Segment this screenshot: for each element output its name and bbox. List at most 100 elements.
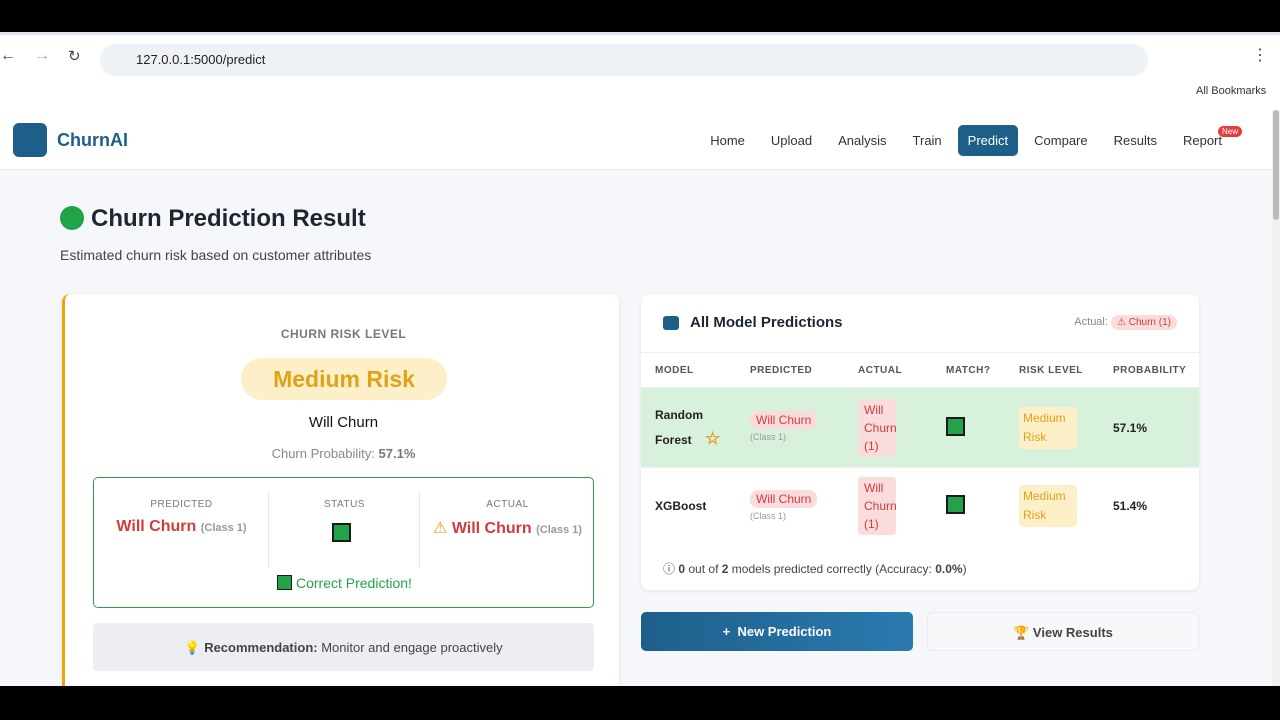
actual-class: (Class 1) <box>536 524 582 536</box>
view-results-label: View Results <box>1032 625 1113 640</box>
model-cell: XGBoost <box>641 468 736 545</box>
outcome: Will Churn <box>308 414 379 431</box>
match-cell <box>932 468 1005 545</box>
predicted-class: (Class 1) <box>750 432 787 442</box>
model-row: Random Forest ☆ Will Churn (Class 1) Will Ch… <box>641 387 1199 468</box>
nav-items: Home Upload Analysis Train Predict Compare Res… <box>700 125 1242 156</box>
page-title: Churn Prediction Result <box>91 205 366 232</box>
risk-pill: Medium Risk <box>1019 406 1077 449</box>
probability: Churn Probability: 57.1% <box>65 446 622 461</box>
model-name: XGBoost <box>655 498 707 513</box>
risk-pill: Medium Risk <box>1019 485 1077 528</box>
recommendation-label: Recommendation: <box>204 640 318 655</box>
column-header: RISK LEVEL <box>1019 364 1083 376</box>
best-star: ☆ <box>705 428 721 448</box>
browser-chrome: ← → ↻ 127.0.0.1:5000/predict ⋮ All Bookm… <box>0 32 1280 110</box>
comparison-box: PREDICTED Will Churn (Class 1) STATUS AC… <box>93 477 594 608</box>
nav-badge: New <box>1217 126 1242 137</box>
predicted-pill: Will Churn <box>750 489 818 508</box>
menu[interactable]: ⋮ <box>1252 47 1268 64</box>
actual-cell: Will Churn (1) <box>844 468 932 545</box>
column-header: MODEL <box>655 364 694 376</box>
new-prediction-label: New Prediction <box>737 624 832 639</box>
brand[interactable]: ChurnAI <box>57 130 128 150</box>
risk-cell: Medium Risk <box>1005 388 1099 468</box>
new-prediction-button[interactable]: + New Prediction <box>641 612 913 651</box>
risk-badge: Medium Risk <box>241 358 447 400</box>
nav-item-wrap: Report New <box>1173 125 1242 156</box>
actual-tag-text: Churn (1) <box>1128 317 1171 328</box>
address-bar[interactable]: 127.0.0.1:5000/predict <box>100 44 1148 76</box>
summary-total: 2 <box>721 562 729 576</box>
bookmarks[interactable]: All Bookmarks <box>1196 85 1267 97</box>
actual-tag: Actual: ⚠ Churn (1) <box>1074 315 1177 330</box>
column-header: PROBABILITY <box>1113 364 1187 376</box>
actual-tag-value: ⚠ Churn (1) <box>1111 315 1177 330</box>
logo <box>13 123 47 157</box>
probability-cell: 57.1% <box>1113 420 1148 435</box>
actual-value: Will Churn <box>451 520 532 537</box>
page: ChurnAI Home Upload Analysis Train Predict Co… <box>0 110 1280 686</box>
predicted: Will Churn (Class 1) <box>94 518 269 536</box>
model-name: Random Forest <box>655 407 703 447</box>
navbar: ChurnAI Home Upload Analysis Train Predict Co… <box>0 110 1272 170</box>
nav-item[interactable]: Report <box>1182 133 1222 148</box>
view-results-button[interactable]: 🏆 View Results <box>927 612 1199 651</box>
predicted-class: (Class 1) <box>750 510 787 521</box>
recommendation-text: Monitor and engage proactively <box>321 640 503 655</box>
summary-correct: 0 <box>678 562 686 576</box>
success-icon <box>60 206 84 230</box>
nav-item[interactable]: Compare <box>1034 133 1088 148</box>
page-subtitle: Estimated churn risk based on customer a… <box>60 247 372 263</box>
scrollbar <box>1272 110 1280 686</box>
models-title: All Model Predictions <box>690 314 843 331</box>
probability-label: Churn Probability: <box>271 446 375 461</box>
models-table: MODEL PREDICTED ACTUAL MATCH? RISK LEVEL PROB… <box>641 352 1199 545</box>
actual-label: ACTUAL <box>486 499 529 510</box>
actual-pill: Will Churn (1) <box>858 477 897 536</box>
match-check <box>946 416 965 436</box>
back[interactable]: ← <box>0 47 16 64</box>
model-cell: Random Forest ☆ <box>641 388 736 468</box>
verdict-text: Correct Prediction! <box>295 575 412 591</box>
summary: ⓘ 0 out of 2 models predicted correctly … <box>663 562 967 576</box>
summary-text: models predicted correctly (Accuracy: <box>731 562 932 576</box>
probability-value: 57.1% <box>378 446 416 461</box>
actual: ⚠ Will Churn (Class 1) <box>433 520 582 537</box>
actual-cell: Will Churn (1) <box>844 388 932 468</box>
predicted-class: (Class 1) <box>200 522 247 534</box>
predicted-cell: Will Churn (Class 1) <box>736 388 844 468</box>
predicted-pill: Will Churn <box>750 411 818 429</box>
probability-cell: 51.4% <box>1113 499 1148 514</box>
reload[interactable]: ↻ <box>68 48 81 65</box>
predicted-cell: Will Churn (Class 1) <box>736 468 844 545</box>
column-header: PREDICTED <box>750 364 813 376</box>
nav-item[interactable]: Upload <box>770 133 813 148</box>
models-card: All Model Predictions Actual: ⚠ Churn (1… <box>641 294 1199 590</box>
nav-item[interactable]: Analysis <box>838 133 887 148</box>
summary-accuracy: 0.0% <box>935 562 963 576</box>
actual-tag-label: Actual: <box>1074 316 1108 328</box>
nav-item[interactable]: Home <box>710 133 745 148</box>
nav-item[interactable]: Results <box>1113 133 1157 148</box>
risk-cell: Medium Risk <box>1005 468 1099 545</box>
model-row: XGBoost Will Churn (Class 1) Will Churn (1)… <box>641 467 1199 545</box>
match-cell <box>932 388 1005 468</box>
predicted-value: Will Churn <box>116 518 197 535</box>
match-check <box>946 495 965 515</box>
status-check <box>332 523 351 542</box>
column-header: MATCH? <box>946 364 991 376</box>
nav-item[interactable]: Predict <box>957 125 1019 156</box>
column-header: ACTUAL <box>858 364 903 376</box>
recommendation: 💡 Recommendation: Monitor and engage pro… <box>93 623 594 671</box>
verdict: Correct Prediction! <box>94 575 595 591</box>
header-row: MODEL PREDICTED ACTUAL MATCH? RISK LEVEL PROB… <box>641 353 1199 388</box>
summary-out-of: out of <box>688 562 719 576</box>
summary-close: ) <box>962 562 967 576</box>
nav-item[interactable]: Train <box>912 133 942 148</box>
forward[interactable]: → <box>34 47 50 64</box>
risk-label: CHURN RISK LEVEL <box>280 327 407 341</box>
predicted-label: PREDICTED <box>150 499 213 510</box>
actual-pill: Will Churn (1) <box>858 398 897 457</box>
